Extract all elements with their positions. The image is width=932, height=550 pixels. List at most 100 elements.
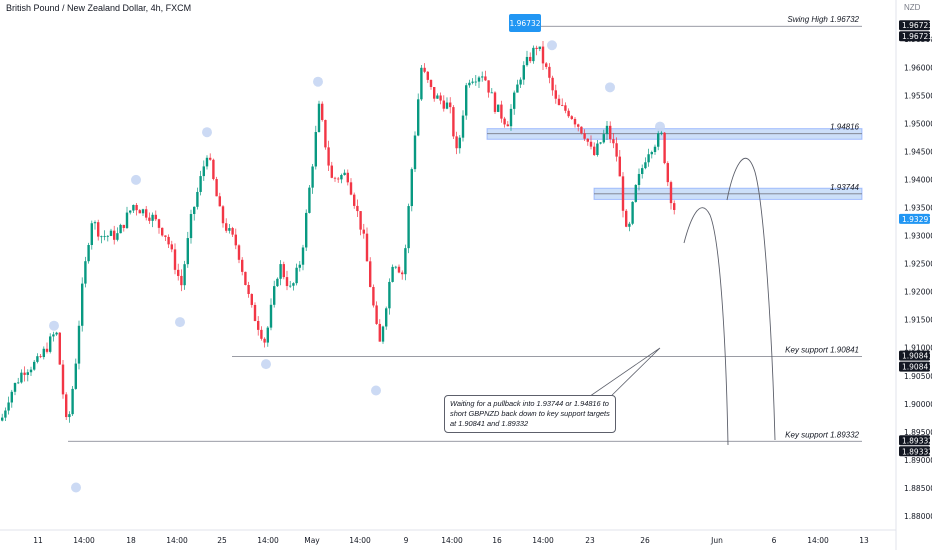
candle-body xyxy=(381,326,385,342)
x-tick-label: 14:00 xyxy=(257,536,279,545)
candle-body xyxy=(657,133,660,147)
candle-body xyxy=(311,166,314,188)
candle-body xyxy=(490,92,493,94)
candle-body xyxy=(413,135,417,170)
projection-curve-1 xyxy=(683,207,729,446)
x-tick-label: 6 xyxy=(772,536,777,545)
candle-body xyxy=(266,327,269,343)
candle-body xyxy=(237,245,241,260)
candle-body xyxy=(234,234,237,246)
candle-body xyxy=(625,210,628,227)
y-tick-label: 1.93000 xyxy=(904,232,932,241)
candle-body xyxy=(477,77,481,82)
x-tick-label: 14:00 xyxy=(349,536,371,545)
candle-body xyxy=(375,305,378,324)
candle-body xyxy=(653,146,657,153)
swing-marker xyxy=(131,174,141,185)
candle-body xyxy=(506,124,509,127)
x-tick-label: 9 xyxy=(404,536,409,545)
y-tick-label: 1.95500 xyxy=(904,91,932,100)
candle-body xyxy=(321,103,324,120)
candle-body xyxy=(103,236,106,237)
candle-body xyxy=(503,118,506,125)
candle-body xyxy=(77,325,81,364)
candle-body xyxy=(644,162,647,169)
candle-body xyxy=(29,369,33,373)
candle-body xyxy=(250,294,253,305)
candle-body xyxy=(663,132,666,164)
candle-body xyxy=(199,176,202,192)
candle-body xyxy=(145,209,148,218)
candle-body xyxy=(557,98,561,106)
candle-body xyxy=(621,176,625,211)
candle-body xyxy=(369,261,372,287)
candle-body xyxy=(71,388,74,415)
candle-body xyxy=(474,81,477,83)
candle-body xyxy=(433,87,436,99)
candle-body xyxy=(20,372,23,383)
x-tick-label: 14:00 xyxy=(441,536,463,545)
candle-body xyxy=(36,356,39,362)
candle-body xyxy=(660,132,663,134)
candle-body xyxy=(394,266,397,268)
candle-body xyxy=(493,92,497,112)
candle-body xyxy=(471,81,474,83)
candle-body xyxy=(157,219,161,228)
candle-body xyxy=(429,79,433,88)
projection-curve-2 xyxy=(726,157,776,441)
note-pointer xyxy=(579,347,661,404)
symbol-title: British Pound / New Zealand Dollar, 4h, … xyxy=(6,3,192,13)
candle-body xyxy=(180,275,183,286)
candle-body xyxy=(410,169,413,207)
candle-body xyxy=(273,286,276,305)
price-badge-text: 1.89332 xyxy=(902,436,932,445)
candle-body xyxy=(330,165,333,178)
price-badge-text: 1.96723 xyxy=(902,32,932,41)
candle-body xyxy=(212,159,215,180)
candle-body xyxy=(225,223,228,231)
candle-body xyxy=(151,214,154,221)
candle-body xyxy=(327,147,330,166)
x-tick-label: May xyxy=(304,536,320,545)
candle-body xyxy=(570,116,573,119)
candle-body xyxy=(228,228,231,231)
candle-body xyxy=(439,95,442,101)
candle-body xyxy=(317,103,321,133)
candle-body xyxy=(289,285,292,287)
candle-body xyxy=(541,46,545,64)
candle-body xyxy=(417,99,420,136)
candle-body xyxy=(324,119,327,148)
price-badge xyxy=(899,446,930,457)
candle-body xyxy=(10,391,13,403)
candle-body xyxy=(596,143,599,156)
candle-body xyxy=(129,210,132,213)
y-tick-label: 1.92500 xyxy=(904,260,932,269)
candle-body xyxy=(561,105,564,106)
candle-body xyxy=(26,372,29,375)
candle-body xyxy=(186,238,189,265)
candle-body xyxy=(407,206,410,249)
x-tick-label: 14:00 xyxy=(166,536,188,545)
candle-body xyxy=(125,212,129,228)
candle-body xyxy=(647,154,650,163)
candle-body xyxy=(593,146,596,156)
candle-body xyxy=(359,211,362,230)
x-tick-label: 13 xyxy=(859,536,869,545)
candle-body xyxy=(141,209,145,214)
y-tick-label: 1.93500 xyxy=(904,204,932,213)
y-tick-label: 1.90500 xyxy=(904,372,932,381)
level-label: 1.93744 xyxy=(830,183,859,192)
x-tick-label: 23 xyxy=(585,536,595,545)
candle-body xyxy=(509,108,513,127)
candle-body xyxy=(532,47,535,62)
annotation-note[interactable]: Waiting for a pullback into 1.93744 or 1… xyxy=(444,395,616,433)
candle-body xyxy=(314,132,317,167)
candle-body xyxy=(423,67,426,72)
price-badge-text: 1.96723 xyxy=(902,21,932,30)
candle-body xyxy=(282,264,285,278)
candle-body xyxy=(17,382,20,384)
candle-body xyxy=(269,304,273,328)
candle-body xyxy=(577,124,580,127)
